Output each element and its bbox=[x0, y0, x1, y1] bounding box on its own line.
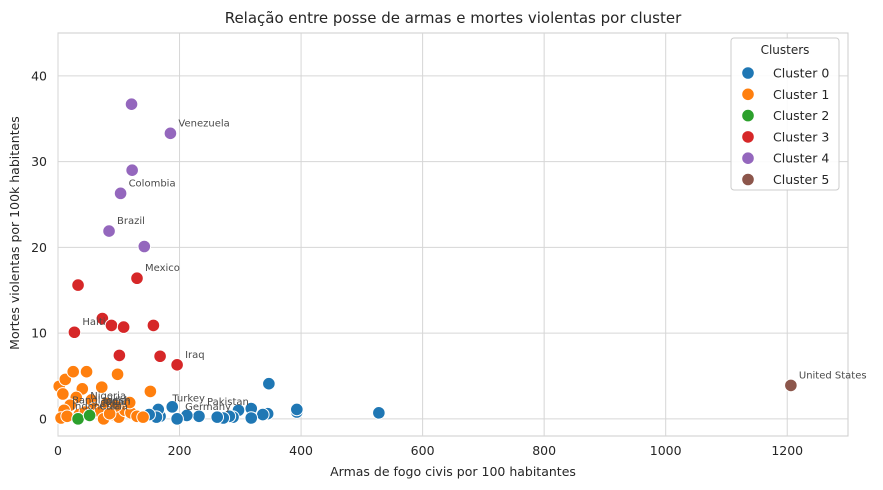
legend-label: Cluster 3 bbox=[773, 129, 829, 144]
legend-label: Cluster 2 bbox=[773, 108, 829, 123]
point-cluster-0 bbox=[165, 400, 180, 414]
point-cluster-3 bbox=[170, 358, 184, 372]
x-tick-label: 1200 bbox=[771, 443, 803, 458]
point-cluster-5 bbox=[784, 378, 798, 393]
x-tick-label: 400 bbox=[289, 443, 313, 458]
point-cluster-4 bbox=[125, 163, 139, 177]
x-axis-ticks: 0 200 400 600 800 1000 1200 bbox=[54, 443, 803, 458]
point-cluster-3 bbox=[146, 318, 161, 333]
x-tick-label: 200 bbox=[168, 443, 192, 458]
legend-marker bbox=[741, 172, 755, 187]
point-label: Bangladesh bbox=[72, 395, 131, 406]
point-cluster-1 bbox=[143, 384, 158, 399]
point-label: Germany bbox=[185, 402, 231, 413]
point-label: Mexico bbox=[145, 263, 180, 274]
x-axis-label: Armas de fogo civis por 100 habitantes bbox=[330, 464, 576, 479]
point-cluster-4 bbox=[102, 224, 116, 238]
y-axis-ticks: 0 10 20 30 40 bbox=[31, 68, 47, 426]
point-cluster-0 bbox=[210, 410, 225, 424]
point-cluster-3 bbox=[130, 271, 144, 286]
point-cluster-4 bbox=[163, 126, 178, 141]
point-cluster-3 bbox=[104, 318, 119, 333]
point-cluster-4 bbox=[137, 239, 152, 254]
point-cluster-0 bbox=[372, 406, 386, 420]
y-axis-label: Mortes violentas por 100k habitantes bbox=[7, 116, 22, 350]
plot-frame bbox=[57, 32, 849, 437]
point-cluster-1 bbox=[110, 367, 125, 382]
legend: Clusters Cluster 0 Cluster 1 Cluster 2 Clust… bbox=[730, 37, 840, 191]
x-tick-label: 1000 bbox=[650, 443, 682, 458]
legend-marker bbox=[741, 66, 755, 80]
point-label: Haiti bbox=[82, 317, 105, 328]
y-tick-label: 20 bbox=[31, 240, 47, 255]
plot-area bbox=[57, 32, 849, 437]
point-label: Japan bbox=[101, 397, 130, 408]
point-cluster-1 bbox=[66, 364, 80, 379]
point-cluster-1 bbox=[94, 380, 109, 394]
point-label: Colombia bbox=[129, 178, 176, 189]
point-label: United States bbox=[799, 370, 867, 381]
point-cluster-0 bbox=[244, 411, 259, 425]
point-cluster-4 bbox=[113, 186, 128, 201]
chart-title: Relação entre posse de armas e mortes vi… bbox=[225, 9, 682, 27]
y-tick-label: 0 bbox=[39, 411, 47, 426]
point-cluster-1 bbox=[122, 395, 137, 410]
point-cluster-0 bbox=[170, 412, 184, 426]
x-tick-label: 0 bbox=[54, 443, 62, 458]
point-label: China bbox=[99, 401, 128, 412]
grid-lines bbox=[57, 33, 848, 436]
point-label: Pakistan bbox=[207, 397, 249, 408]
point-cluster-0 bbox=[262, 376, 276, 391]
point-label: Indonesia bbox=[72, 401, 120, 412]
legend-title: Clusters bbox=[761, 43, 810, 57]
point-cluster-2 bbox=[82, 408, 97, 423]
legend-marker bbox=[741, 151, 755, 165]
point-cluster-1 bbox=[79, 364, 94, 379]
point-cluster-3 bbox=[67, 325, 82, 340]
point-cluster-3 bbox=[95, 311, 110, 326]
point-cluster-0 bbox=[255, 407, 270, 422]
data-points bbox=[52, 97, 798, 426]
legend-label: Cluster 1 bbox=[773, 87, 829, 102]
point-label: India bbox=[102, 396, 127, 407]
legend-label: Cluster 5 bbox=[773, 172, 829, 187]
point-cluster-4 bbox=[124, 97, 139, 111]
point-cluster-3 bbox=[116, 320, 131, 334]
point-cluster-3 bbox=[153, 349, 167, 364]
legend-label: Cluster 4 bbox=[773, 151, 829, 166]
legend-box bbox=[730, 37, 840, 191]
point-label: Nigeria bbox=[90, 391, 126, 402]
point-cluster-1 bbox=[102, 406, 117, 421]
y-tick-label: 10 bbox=[31, 326, 47, 341]
x-tick-label: 600 bbox=[411, 443, 435, 458]
legend-marker bbox=[741, 87, 755, 102]
point-annotations: Venezuela Colombia Brazil Mexico Haiti Iraq Un… bbox=[72, 118, 867, 413]
legend-label: Cluster 0 bbox=[773, 66, 829, 81]
point-cluster-1 bbox=[56, 387, 70, 401]
point-label: Iraq bbox=[185, 350, 205, 361]
point-label: Brazil bbox=[117, 216, 145, 227]
legend-marker bbox=[741, 130, 755, 144]
legend-marker bbox=[741, 108, 755, 123]
point-cluster-1 bbox=[136, 410, 150, 424]
point-cluster-2 bbox=[71, 412, 85, 426]
point-label: Venezuela bbox=[178, 118, 229, 129]
x-tick-label: 800 bbox=[532, 443, 556, 458]
point-label: Turkey bbox=[171, 394, 205, 405]
point-cluster-0 bbox=[290, 402, 304, 417]
y-tick-label: 40 bbox=[31, 68, 47, 83]
point-cluster-3 bbox=[112, 348, 127, 363]
point-cluster-3 bbox=[71, 278, 85, 292]
y-tick-label: 30 bbox=[31, 154, 47, 169]
